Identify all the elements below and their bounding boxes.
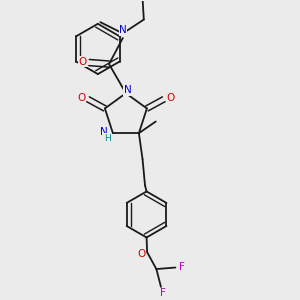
Text: O: O (167, 93, 175, 103)
Text: F: F (160, 288, 165, 298)
Text: N: N (100, 127, 108, 137)
Text: F: F (178, 262, 184, 272)
Text: H: H (104, 134, 111, 142)
Text: O: O (77, 93, 86, 103)
Text: O: O (78, 57, 86, 67)
Text: N: N (124, 85, 131, 95)
Text: N: N (119, 25, 127, 35)
Text: O: O (137, 249, 145, 259)
